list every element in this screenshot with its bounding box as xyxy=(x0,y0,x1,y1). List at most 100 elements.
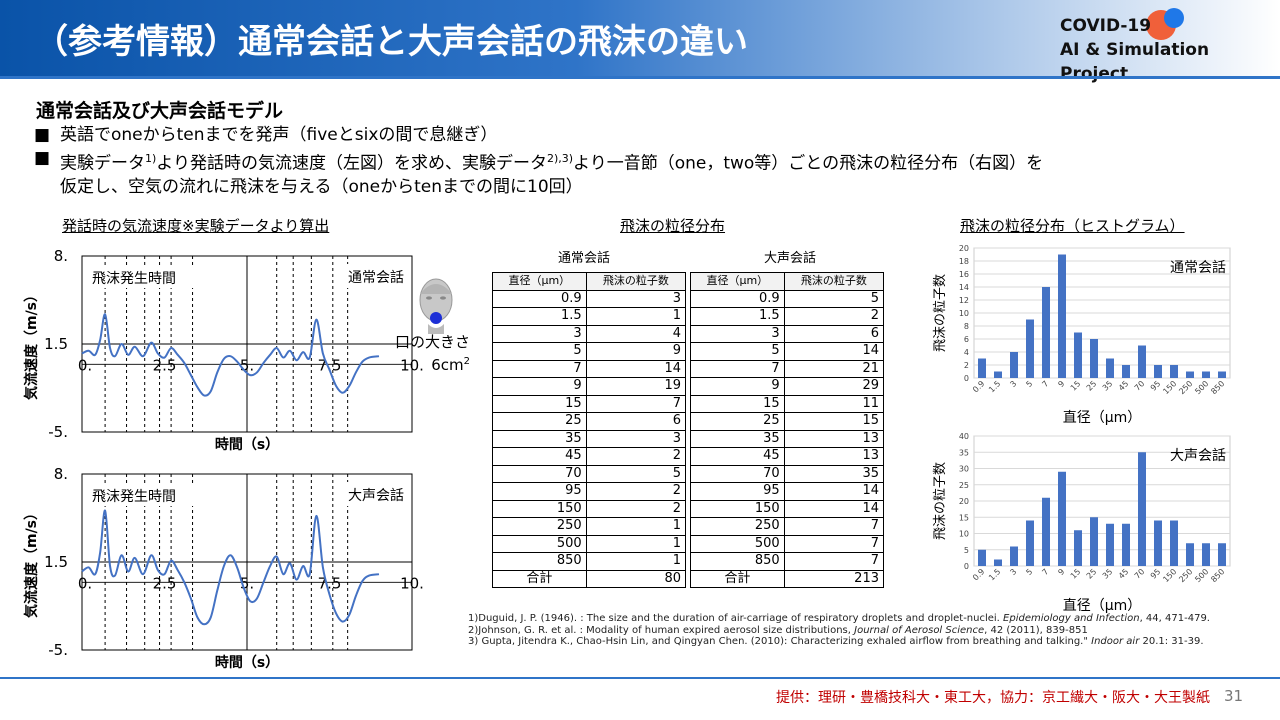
ref-mark: 1) xyxy=(145,152,157,165)
table-row: 25 15 xyxy=(690,412,885,431)
y-tick-label: 8 xyxy=(964,322,969,331)
annotation-bg xyxy=(86,266,214,288)
droplet-time-annotation: 飛沫発生時間 xyxy=(92,489,176,505)
bullet-item: ■ 実験データ1)より発話時の気流速度（左図）を求め、実験データ2),3)より一… xyxy=(34,147,1254,176)
x-tick-label: 3 xyxy=(1008,567,1018,577)
y-tick-label: 1.5 xyxy=(44,553,68,571)
histogram-bar xyxy=(978,358,986,378)
y-tick-label: 30 xyxy=(959,465,969,474)
x-tick-label: 5 xyxy=(1024,567,1034,577)
x-tick-label: 0. xyxy=(78,356,92,374)
table-row: 850 7 xyxy=(690,552,885,571)
x-tick-label: 7.5 xyxy=(318,574,342,592)
bullet-item-continued: 仮定し、空気の流れに飛沫を与える（oneからtenまでの間に10回） xyxy=(34,176,1254,199)
table-cell: 7 xyxy=(690,359,785,378)
histogram-bar xyxy=(1090,517,1098,566)
table-cell: 1.5 xyxy=(492,307,587,326)
table-row: 0.9 5 xyxy=(690,289,885,308)
histogram-bar xyxy=(1074,332,1082,378)
x-axis-label: 直径（μm） xyxy=(1063,597,1142,613)
x-tick-label: 10. xyxy=(400,356,424,374)
table-cell: 3 xyxy=(585,429,687,448)
table-cell: 14 xyxy=(585,359,687,378)
table-cell: 21 xyxy=(783,359,885,378)
table-cell: 35 xyxy=(690,429,785,448)
histogram-bar xyxy=(1042,497,1050,566)
y-tick-label: 10 xyxy=(959,309,969,318)
total-value: 213 xyxy=(783,569,885,588)
x-tick-label: 0.9 xyxy=(971,567,986,582)
x-tick-label: 250 xyxy=(1177,567,1194,584)
airflow-series-line xyxy=(81,313,380,397)
x-axis-label: 時間（s） xyxy=(215,436,279,453)
x-axis-label: 直径（μm） xyxy=(1063,409,1142,425)
x-tick-label: 9 xyxy=(1056,567,1066,577)
table-cell: 9 xyxy=(585,342,687,361)
table-header-row: 直径（μm） 飛沫の粒子数 xyxy=(690,272,885,291)
table-row: 35 13 xyxy=(690,429,885,448)
table-cell: 0.9 xyxy=(690,289,785,308)
y-tick-label: 6 xyxy=(964,335,969,344)
x-tick-label: 35 xyxy=(1101,567,1115,581)
table-cell: 70 xyxy=(492,464,587,483)
chart-legend: 通常会話 xyxy=(1170,259,1226,276)
y-tick-label: 0 xyxy=(964,374,969,383)
table-cell: 2 xyxy=(585,447,687,466)
table-cell: 850 xyxy=(492,552,587,571)
x-tick-label: 95 xyxy=(1149,379,1163,393)
x-tick-label: 25 xyxy=(1085,379,1099,393)
table-row: 1.5 2 xyxy=(690,307,885,326)
logo-blue-dot xyxy=(1164,8,1184,28)
histogram-bar xyxy=(1010,352,1018,378)
table-cell: 250 xyxy=(690,517,785,536)
y-tick-label: 40 xyxy=(959,432,969,441)
table-cell: 3 xyxy=(690,324,785,343)
x-tick-label: 3 xyxy=(1008,379,1018,389)
table-cell: 35 xyxy=(783,464,885,483)
bullet-marker: ■ xyxy=(34,148,51,168)
chart-legend: 大声会話 xyxy=(348,487,404,504)
table-cell: 14 xyxy=(783,482,885,501)
table-row: 5 14 xyxy=(690,342,885,361)
table-cell: 7 xyxy=(783,517,885,536)
droplet-time-annotation: 飛沫発生時間 xyxy=(92,271,176,287)
table-cell: 5 xyxy=(783,289,885,308)
y-tick-label: 35 xyxy=(959,448,969,457)
y-axis-label: 飛沫の粒子数 xyxy=(933,462,948,540)
y-axis-label: 飛沫の粒子数 xyxy=(933,274,948,352)
airflow-panel-title: 発話時の気流速度※実験データより算出 xyxy=(62,217,330,235)
histogram-bar xyxy=(1154,365,1162,378)
x-tick-label: 150 xyxy=(1161,567,1178,584)
table-cell: 6 xyxy=(783,324,885,343)
table-row: 150 2 xyxy=(492,499,687,518)
section-title: 通常会話及び大声会話モデル xyxy=(36,100,284,122)
x-tick-label: 1.5 xyxy=(987,379,1002,394)
table-cell: 1.5 xyxy=(690,307,785,326)
table-cell: 19 xyxy=(585,377,687,396)
histogram-bar xyxy=(1026,319,1034,378)
x-tick-label: 850 xyxy=(1209,567,1226,584)
distribution-table-loud: 直径（μm） 飛沫の粒子数 0.9 5 1.5 2 3 6 5 14 7 21 9 29 15 11 25 15 3… xyxy=(690,272,885,588)
table-row: 7 14 xyxy=(492,359,687,378)
table-cell: 7 xyxy=(492,359,587,378)
bullet-text: 英語でoneからtenまでを発声（fiveとsixの間で息継ぎ） xyxy=(60,125,498,145)
logo-line1: COVID-19 xyxy=(1060,16,1152,36)
legend-bg xyxy=(340,482,408,506)
x-tick-label: 500 xyxy=(1193,567,1210,584)
histogram-bar xyxy=(1106,523,1114,566)
table-cell: 13 xyxy=(783,429,885,448)
airflow-series-line xyxy=(81,509,380,626)
y-tick-label: 0 xyxy=(964,562,969,571)
histogram-panel-title: 飛沫の粒径分布（ヒストグラム） xyxy=(960,217,1185,235)
footer-credit: 提供：理研・豊橋技科大・東工大，協力：京工繊大・阪大・大王製紙 xyxy=(776,690,1210,706)
histogram-bar xyxy=(1106,358,1114,378)
table-cell: 850 xyxy=(690,552,785,571)
x-tick-label: 35 xyxy=(1101,379,1115,393)
x-tick-label: 0.9 xyxy=(971,379,986,394)
x-tick-label: 250 xyxy=(1177,379,1194,396)
table-cell: 15 xyxy=(690,394,785,413)
table-cell: 150 xyxy=(690,499,785,518)
table-header-row: 直径（μm） 飛沫の粒子数 xyxy=(492,272,687,291)
y-tick-label: 14 xyxy=(959,283,969,292)
